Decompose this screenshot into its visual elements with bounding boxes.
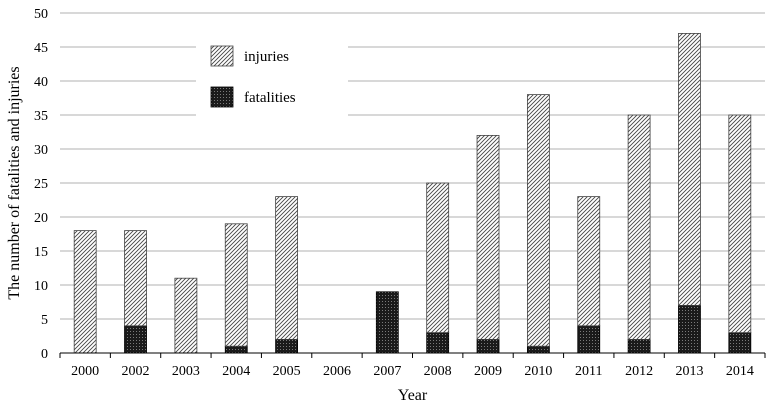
x-tick-label: 2003 (172, 364, 200, 379)
bar-fatalities-2013 (678, 304, 701, 354)
bar-fatalities-2002 (124, 325, 147, 354)
y-tick-label: 40 (34, 75, 48, 90)
x-tick-label: 2004 (222, 364, 250, 379)
bar-fatalities-2011 (577, 325, 601, 354)
x-tick-label: 2002 (122, 364, 150, 379)
bar-injuries-2011 (577, 196, 601, 327)
legend: injuries fatalities (196, 36, 348, 121)
bar-injuries-2013 (678, 33, 701, 306)
x-tick-label: 2007 (373, 364, 401, 379)
x-tick-label: 2013 (675, 364, 703, 379)
x-tick-label: 2011 (575, 364, 602, 379)
x-tick-label: 2010 (524, 364, 552, 379)
bar-injuries-2005 (275, 196, 299, 340)
bar-injuries-2009 (476, 134, 500, 340)
y-tick-label: 30 (34, 143, 48, 158)
bar-fatalities-2012 (627, 338, 651, 354)
y-tick-label: 25 (34, 177, 48, 192)
bar-fatalities-2004 (224, 345, 248, 354)
bar-fatalities-2005 (275, 338, 299, 354)
bar-injuries-2008 (426, 182, 450, 334)
bar-fatalities-2014 (728, 332, 752, 354)
x-tick-label: 2009 (474, 364, 502, 379)
x-tick-label: 2014 (726, 364, 754, 379)
bar-injuries-2012 (627, 114, 651, 340)
x-tick-label: 2000 (71, 364, 99, 379)
y-tick-label: 5 (41, 313, 48, 328)
bar-fatalities-2007 (375, 291, 399, 354)
bars (73, 33, 752, 354)
y-tick-label: 0 (41, 347, 48, 362)
y-tick-label: 35 (34, 109, 48, 124)
bar-fatalities-2009 (476, 338, 500, 354)
x-tick-label: 2005 (273, 364, 301, 379)
bar-injuries-2000 (73, 230, 97, 354)
x-tick-label: 2006 (323, 364, 351, 379)
x-tick-label: 2008 (424, 364, 452, 379)
y-axis-label: The number of fatalities and injuries (6, 66, 23, 299)
bar-fatalities-2010 (526, 345, 550, 354)
bar-fatalities-2008 (426, 332, 450, 354)
bar-injuries-2010 (526, 94, 550, 347)
y-tick-label: 20 (34, 211, 48, 226)
y-axis-ticks: 0 5 10 15 20 25 30 35 40 45 50 (34, 7, 48, 362)
x-axis-ticks: 2000 2002 2003 2004 2005 2006 2007 2008 2009 2010… (59, 353, 766, 379)
bar-injuries-2014 (728, 114, 752, 334)
legend-label-injuries: injuries (244, 49, 289, 65)
y-tick-label: 15 (34, 245, 48, 260)
legend-swatch-injuries (210, 45, 234, 67)
x-axis-label: Year (398, 387, 428, 404)
y-tick-label: 10 (34, 279, 48, 294)
y-tick-label: 50 (34, 7, 48, 22)
legend-label-fatalities: fatalities (244, 90, 296, 106)
bar-injuries-2003 (174, 277, 198, 354)
bar-injuries-2002 (124, 230, 147, 327)
bar-injuries-2004 (224, 223, 248, 347)
y-tick-label: 45 (34, 41, 48, 56)
x-tick-label: 2012 (625, 364, 653, 379)
legend-swatch-fatalities (210, 86, 234, 108)
gridlines (60, 12, 765, 320)
